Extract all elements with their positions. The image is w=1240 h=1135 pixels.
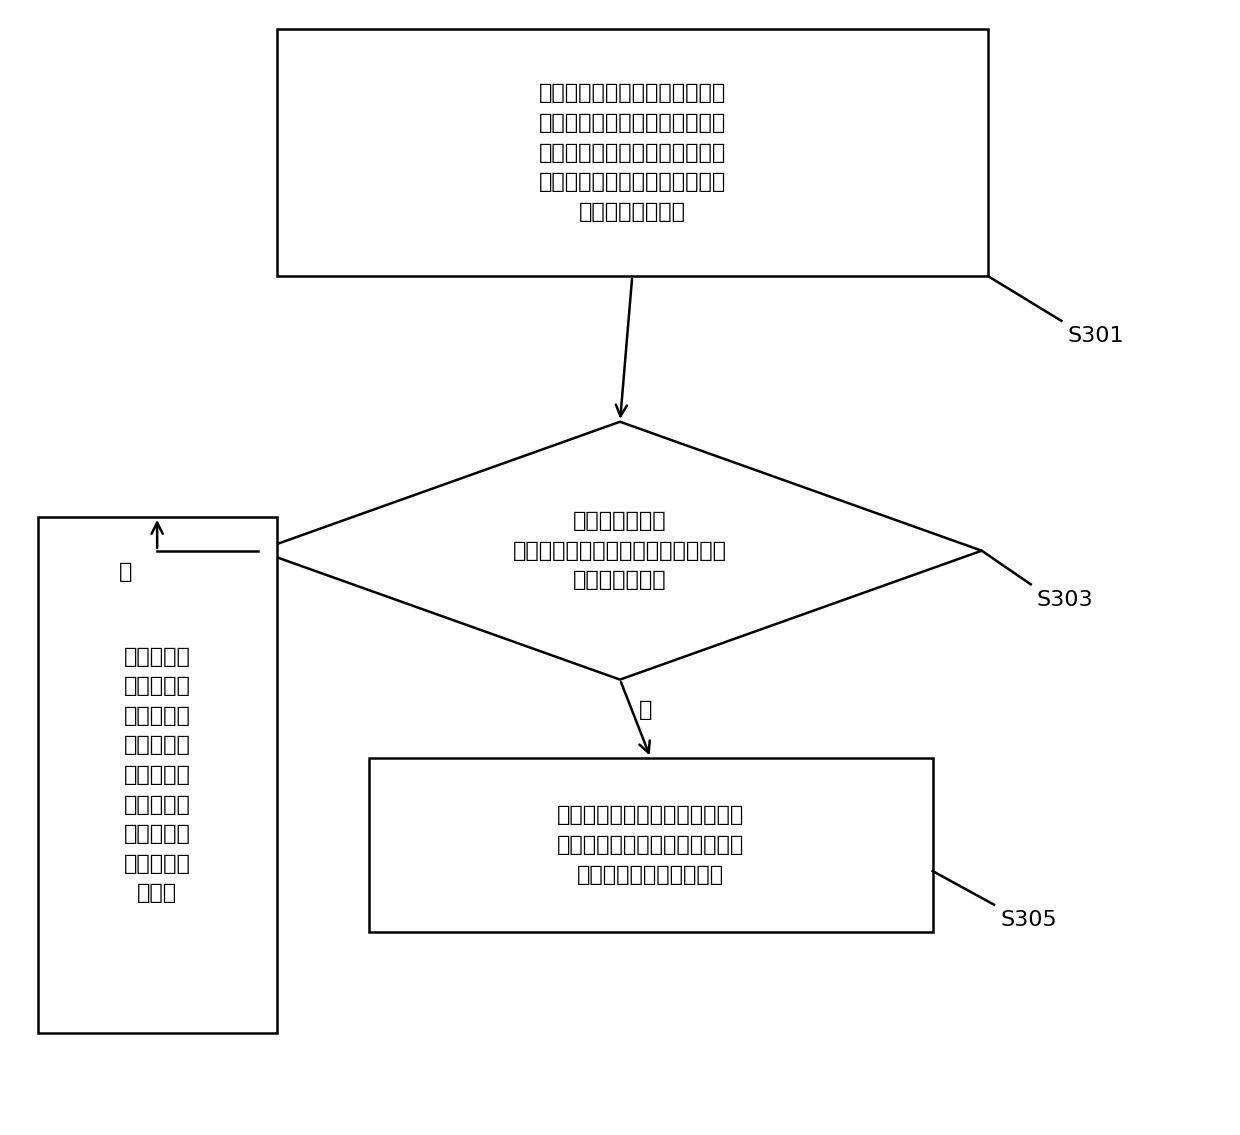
Text: 根据所述自
车与目标车
辆的相对速
度以及所述
自车运行的
第一安全距
离，计算得
到第二目标
减速度: 根据所述自 车与目标车 辆的相对速 度以及所述 自车运行的 第一安全距 离，计算… bbox=[124, 647, 191, 903]
FancyBboxPatch shape bbox=[37, 518, 277, 1033]
Text: S303: S303 bbox=[1037, 590, 1094, 609]
FancyBboxPatch shape bbox=[277, 30, 988, 276]
Text: S301: S301 bbox=[1068, 327, 1125, 346]
Text: 是: 是 bbox=[639, 700, 652, 720]
Text: 否: 否 bbox=[119, 562, 133, 582]
Polygon shape bbox=[258, 422, 982, 680]
Text: S305: S305 bbox=[1001, 910, 1056, 931]
Text: 判断所述自车的
实际减速度的变化率的绝对值是否大
于预设第四阈值: 判断所述自车的 实际减速度的变化率的绝对值是否大 于预设第四阈值 bbox=[513, 511, 727, 590]
Text: 若所述自车的有效运行距离不小
于所述自车运行的第一安全距离
，则获取预设计算时间内自车的
实际减速度的变化值和自车的实
际减速度的变化率: 若所述自车的有效运行距离不小 于所述自车运行的第一安全距离 ，则获取预设计算时间… bbox=[538, 84, 725, 221]
Text: 根据所述自车的实际减速度和所
述自车的实际减速度的变化值，
计算得到第二目标减速度: 根据所述自车的实际减速度和所 述自车的实际减速度的变化值， 计算得到第二目标减速… bbox=[557, 806, 744, 884]
FancyBboxPatch shape bbox=[368, 758, 932, 932]
